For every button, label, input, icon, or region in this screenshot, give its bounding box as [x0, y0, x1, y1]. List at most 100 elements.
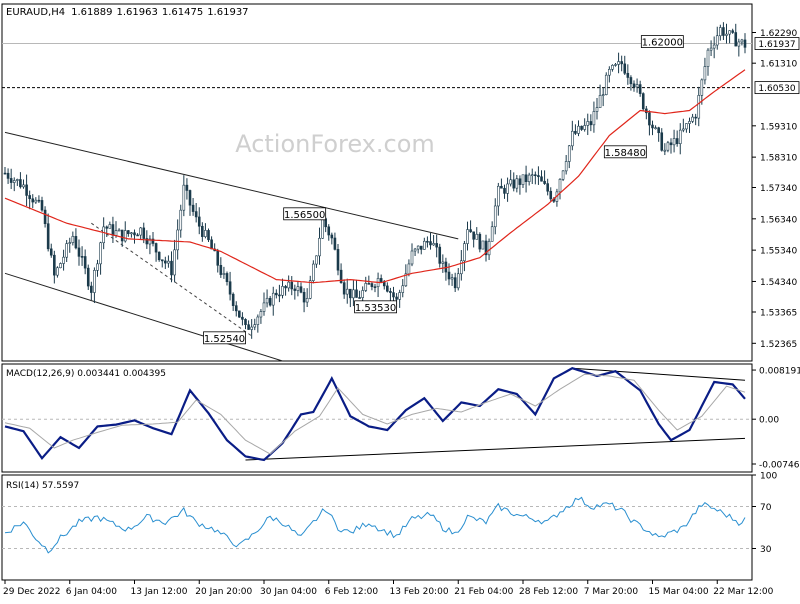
candle: [688, 117, 691, 134]
annotation-box: [283, 207, 327, 221]
candle: [379, 274, 383, 283]
time-tick-label: 13 Feb 20:00: [390, 587, 449, 597]
time-tick-label: 29 Dec 2022: [3, 587, 61, 597]
channel-lines: [4, 131, 459, 362]
candle: [234, 301, 238, 317]
ohlc-close: 1.61937: [207, 7, 248, 18]
candle: [305, 288, 309, 308]
candle: [65, 240, 68, 262]
annotation-box: [354, 300, 397, 314]
candle: [503, 184, 506, 199]
price-tick-label: 1.58310: [760, 154, 797, 164]
candle: [53, 250, 56, 284]
symbol-label: EURAUD,H4: [6, 7, 65, 18]
candle: [290, 276, 294, 296]
candle: [191, 198, 195, 216]
candle: [685, 123, 688, 133]
candle: [120, 229, 124, 247]
candle: [722, 22, 725, 41]
panel-frame-1: [1, 3, 753, 362]
panel-frames: [1, 3, 753, 581]
candle: [620, 55, 623, 72]
candle: [352, 280, 355, 307]
candle: [490, 221, 494, 242]
candle: [481, 240, 485, 250]
candle: [28, 190, 31, 210]
candle: [330, 232, 334, 245]
candle: [672, 129, 676, 153]
candle: [709, 40, 713, 57]
candle: [281, 278, 284, 299]
time-tick-label: 22 Mar 12:00: [713, 587, 773, 597]
ohlc-low: 1.61475: [162, 7, 203, 18]
candle: [176, 219, 179, 260]
candle: [466, 221, 469, 251]
time-tick-label: 7 Mar 20:00: [584, 587, 639, 597]
candle: [74, 228, 78, 250]
candle: [179, 204, 183, 238]
panel-frame-2: [1, 363, 753, 473]
candle: [43, 206, 47, 228]
candle: [83, 249, 87, 275]
annotation-box: [640, 35, 684, 48]
candle: [518, 175, 522, 195]
candle: [167, 255, 170, 268]
candle: [293, 284, 297, 300]
candle: [703, 57, 707, 85]
candle: [561, 170, 565, 182]
price-tick-label: 1.53365: [760, 308, 797, 318]
candle: [244, 318, 247, 330]
macd-trendline: [572, 367, 746, 381]
main-price-levels: [2, 43, 752, 89]
candle: [497, 182, 500, 216]
time-tick-label: 28 Feb 12:00: [519, 587, 578, 597]
candle: [99, 241, 102, 275]
candle: [275, 289, 278, 299]
current-price-label-text: 1.61937: [758, 40, 795, 50]
time-tick-label: 30 Jan 04:00: [260, 587, 317, 597]
candle: [534, 171, 537, 185]
annotation-label: 1.52540: [204, 334, 245, 345]
candle: [225, 271, 229, 286]
candle: [580, 125, 583, 131]
macd-signal-line: [4, 373, 746, 455]
candle: [207, 228, 210, 242]
candle: [219, 257, 223, 278]
candle: [105, 225, 109, 237]
candle: [734, 23, 738, 47]
rsi-tick-label: 30: [760, 545, 772, 555]
candle: [151, 232, 155, 247]
candle: [345, 278, 349, 304]
annotation-label: 1.62000: [642, 38, 683, 49]
price-tick-label: 1.59310: [760, 122, 797, 132]
candle: [419, 245, 423, 255]
candle: [201, 222, 204, 242]
price-annotation: 1.52540: [203, 331, 246, 345]
candlestick-series: [3, 22, 747, 339]
candle: [592, 101, 596, 133]
moving-average-line: [4, 69, 746, 284]
candle: [725, 23, 728, 44]
annotation-label: 1.56500: [284, 210, 325, 221]
dashed-level-label-text: 1.60530: [758, 84, 795, 94]
price-annotation: 1.56500: [283, 207, 327, 221]
candle: [9, 168, 13, 190]
candle: [19, 172, 22, 189]
candle: [441, 254, 445, 273]
candle: [22, 179, 25, 189]
candle: [712, 36, 716, 59]
candle: [16, 178, 19, 186]
annotation-box: [203, 331, 246, 345]
candle: [210, 236, 213, 250]
candle: [222, 266, 226, 279]
time-tick-label: 20 Jan 20:00: [195, 587, 252, 597]
candle: [197, 207, 201, 235]
candle: [231, 292, 235, 311]
candle: [37, 195, 41, 203]
candle: [90, 281, 93, 301]
candle: [546, 178, 549, 196]
candle: [160, 259, 164, 268]
price-annotation: 1.53530: [354, 300, 397, 314]
candle: [194, 202, 198, 223]
